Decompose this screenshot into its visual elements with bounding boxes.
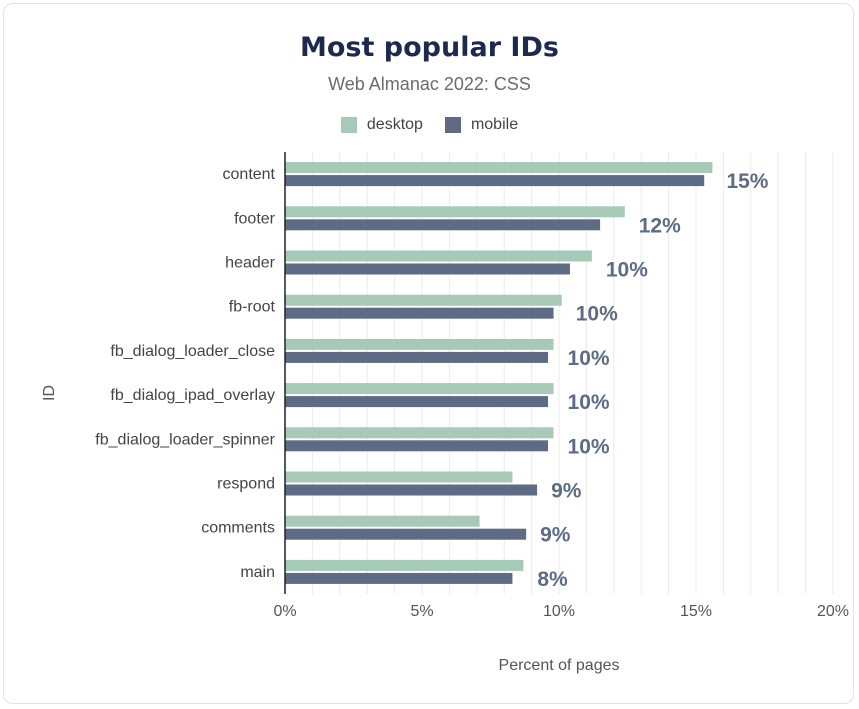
x-tick-label: 10% bbox=[543, 603, 575, 620]
category-label: fb_dialog_loader_spinner bbox=[95, 431, 275, 448]
chart-title: Most popular IDs bbox=[300, 32, 559, 63]
legend-swatch-mobile bbox=[444, 117, 461, 133]
x-tick-label: 20% bbox=[817, 603, 849, 620]
chart-subtitle: Web Almanac 2022: CSS bbox=[328, 74, 531, 94]
data-label: 10% bbox=[606, 259, 648, 282]
data-label: 9% bbox=[540, 524, 571, 547]
data-label: 15% bbox=[726, 170, 768, 193]
data-label: 10% bbox=[568, 435, 610, 458]
bar-mobile bbox=[285, 219, 601, 231]
data-label: 8% bbox=[537, 568, 568, 591]
legend-label-desktop: desktop bbox=[366, 116, 423, 133]
legend-item-desktop[interactable]: desktop bbox=[340, 116, 423, 134]
category-label: header bbox=[225, 255, 275, 272]
category-label: content bbox=[223, 166, 276, 183]
bar-mobile bbox=[285, 528, 527, 540]
data-label: 10% bbox=[568, 391, 610, 414]
category-label: footer bbox=[234, 210, 276, 227]
bar-mobile bbox=[285, 572, 513, 584]
bar-mobile bbox=[285, 396, 549, 408]
bar-mobile bbox=[285, 484, 538, 496]
bar-desktop bbox=[285, 250, 592, 262]
legend-label-mobile: mobile bbox=[470, 116, 519, 133]
x-tick-label: 0% bbox=[273, 603, 296, 620]
category-label: fb_dialog_ipad_overlay bbox=[110, 387, 275, 404]
category-label: comments bbox=[201, 520, 275, 537]
data-label: 10% bbox=[576, 303, 618, 326]
x-tick-label: 5% bbox=[410, 603, 433, 620]
bar-mobile bbox=[285, 263, 570, 275]
category-label: fb_dialog_loader_close bbox=[110, 343, 275, 360]
legend-swatch-desktop bbox=[340, 117, 357, 133]
bar-desktop bbox=[285, 515, 480, 527]
data-label: 10% bbox=[568, 347, 610, 370]
chart-legend: desktop mobile bbox=[0, 116, 859, 134]
bar-desktop bbox=[285, 471, 513, 483]
bar-desktop bbox=[285, 206, 625, 218]
data-label: 9% bbox=[551, 480, 582, 503]
bar-desktop bbox=[285, 338, 554, 350]
bar-desktop bbox=[285, 294, 562, 306]
x-axis-title: Percent of pages bbox=[499, 657, 620, 674]
bar-desktop bbox=[285, 427, 554, 439]
legend-item-mobile[interactable]: mobile bbox=[444, 116, 519, 134]
bar-mobile bbox=[285, 440, 549, 452]
data-label: 12% bbox=[639, 214, 681, 237]
bar-mobile bbox=[285, 351, 549, 363]
bar-mobile bbox=[285, 175, 705, 187]
x-tick-label: 15% bbox=[680, 603, 712, 620]
category-label: respond bbox=[217, 476, 275, 493]
bar-desktop bbox=[285, 383, 554, 395]
bar-mobile bbox=[285, 307, 554, 319]
category-label: main bbox=[240, 564, 275, 581]
bar-desktop bbox=[285, 162, 713, 174]
y-axis-title: ID bbox=[41, 385, 58, 401]
category-label: fb-root bbox=[229, 299, 276, 316]
bar-desktop bbox=[285, 559, 524, 571]
